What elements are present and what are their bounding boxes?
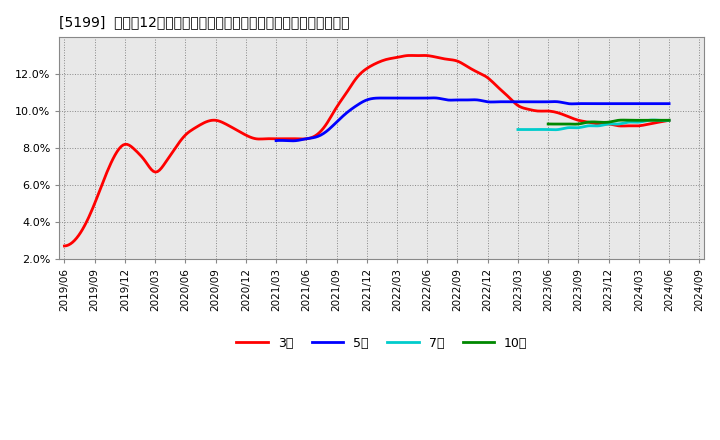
10年 <box>618 117 627 123</box>
7年 <box>513 127 522 132</box>
10年 <box>654 117 663 123</box>
3年 <box>60 243 69 249</box>
10年 <box>618 117 627 123</box>
5年 <box>631 101 639 106</box>
5年 <box>430 95 438 101</box>
5年 <box>287 138 296 143</box>
5年 <box>606 101 614 106</box>
Line: 5年: 5年 <box>276 98 669 141</box>
7年 <box>649 117 658 123</box>
5年 <box>665 101 673 106</box>
7年 <box>604 121 613 127</box>
7年 <box>514 127 523 132</box>
Line: 10年: 10年 <box>548 120 669 124</box>
5年 <box>515 99 523 104</box>
7年 <box>642 118 650 124</box>
10年 <box>570 121 579 127</box>
10年 <box>544 121 552 127</box>
3年 <box>422 53 431 58</box>
10年 <box>647 117 655 123</box>
3年 <box>665 117 673 123</box>
7年 <box>665 117 673 123</box>
Line: 7年: 7年 <box>518 120 669 130</box>
3年 <box>432 55 441 60</box>
3年 <box>62 243 71 248</box>
Text: [5199]  売上高12か月移動合計の対前年同期増減率の標準偏差の推移: [5199] 売上高12か月移動合計の対前年同期増減率の標準偏差の推移 <box>60 15 350 29</box>
5年 <box>271 138 280 143</box>
7年 <box>603 121 612 127</box>
3年 <box>420 53 428 58</box>
10年 <box>616 117 624 123</box>
3年 <box>406 53 415 58</box>
3年 <box>572 117 580 122</box>
Line: 3年: 3年 <box>65 55 669 246</box>
5年 <box>508 99 517 104</box>
5年 <box>507 99 516 104</box>
7年 <box>550 127 559 132</box>
7年 <box>652 117 660 123</box>
10年 <box>544 121 553 127</box>
7年 <box>607 121 616 127</box>
3年 <box>610 122 618 128</box>
5年 <box>273 138 282 143</box>
Legend: 3年, 5年, 7年, 10年: 3年, 5年, 7年, 10年 <box>231 332 532 355</box>
10年 <box>616 117 625 123</box>
10年 <box>665 117 673 123</box>
